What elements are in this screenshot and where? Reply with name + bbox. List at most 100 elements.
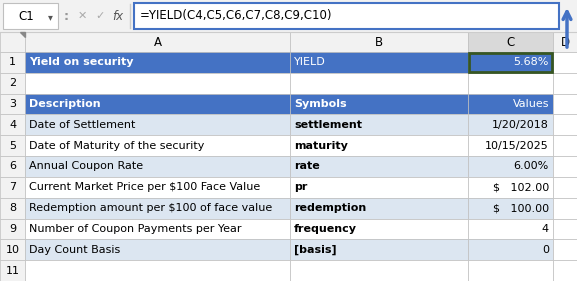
- Text: 11: 11: [6, 266, 20, 276]
- Text: 8: 8: [9, 203, 16, 213]
- Bar: [3, 3, 58, 29]
- Bar: [290, 52, 468, 73]
- Text: C: C: [507, 35, 515, 49]
- Bar: [25, 135, 290, 156]
- Text: 3: 3: [9, 99, 16, 109]
- Text: 6: 6: [9, 162, 16, 171]
- Bar: [290, 239, 468, 260]
- Bar: [0, 32, 577, 52]
- Bar: [25, 177, 290, 198]
- Bar: [290, 177, 468, 198]
- Bar: [468, 198, 553, 219]
- Bar: [468, 73, 553, 94]
- Text: ✕: ✕: [77, 11, 87, 21]
- Bar: [553, 260, 577, 281]
- Text: $   102.00: $ 102.00: [493, 182, 549, 192]
- Bar: [290, 135, 468, 156]
- Bar: [25, 219, 290, 239]
- Text: 4: 4: [542, 224, 549, 234]
- Text: rate: rate: [294, 162, 320, 171]
- Text: 10: 10: [6, 245, 20, 255]
- Bar: [468, 135, 553, 156]
- Text: pr: pr: [294, 182, 308, 192]
- Text: 1/20/2018: 1/20/2018: [492, 120, 549, 130]
- Text: redemption: redemption: [294, 203, 366, 213]
- Text: Date of Maturity of the security: Date of Maturity of the security: [29, 141, 204, 151]
- Text: C1: C1: [18, 10, 34, 22]
- Bar: [0, 260, 25, 281]
- Bar: [468, 260, 553, 281]
- Bar: [468, 52, 553, 73]
- Text: Current Market Price per $100 Face Value: Current Market Price per $100 Face Value: [29, 182, 260, 192]
- Bar: [0, 198, 25, 219]
- Bar: [0, 52, 25, 73]
- Bar: [468, 177, 553, 198]
- Text: fx: fx: [113, 10, 123, 22]
- Text: 7: 7: [9, 182, 16, 192]
- Bar: [553, 32, 577, 52]
- Bar: [25, 94, 290, 114]
- Bar: [553, 156, 577, 177]
- Text: Redemption amount per $100 of face value: Redemption amount per $100 of face value: [29, 203, 272, 213]
- Bar: [25, 260, 290, 281]
- Bar: [0, 219, 25, 239]
- Text: 2: 2: [9, 78, 16, 88]
- Bar: [468, 32, 553, 52]
- Bar: [553, 94, 577, 114]
- Bar: [25, 32, 290, 52]
- Text: B: B: [375, 35, 383, 49]
- Bar: [25, 239, 290, 260]
- Bar: [0, 0, 577, 32]
- Bar: [290, 219, 468, 239]
- Bar: [25, 73, 290, 94]
- Text: 1: 1: [9, 57, 16, 67]
- Bar: [553, 114, 577, 135]
- Text: Symbols: Symbols: [294, 99, 347, 109]
- Text: 5: 5: [9, 141, 16, 151]
- Bar: [0, 114, 25, 135]
- Text: A: A: [153, 35, 162, 49]
- Text: $   100.00: $ 100.00: [493, 203, 549, 213]
- Bar: [553, 135, 577, 156]
- Bar: [0, 73, 25, 94]
- Text: ▾: ▾: [47, 12, 53, 22]
- Text: Day Count Basis: Day Count Basis: [29, 245, 120, 255]
- Polygon shape: [20, 32, 25, 37]
- Bar: [25, 198, 290, 219]
- Text: [basis]: [basis]: [294, 245, 336, 255]
- Text: :: :: [63, 10, 69, 22]
- Bar: [553, 177, 577, 198]
- Bar: [290, 156, 468, 177]
- Bar: [25, 156, 290, 177]
- Text: 0: 0: [542, 245, 549, 255]
- Bar: [0, 32, 25, 52]
- Text: Values: Values: [512, 99, 549, 109]
- Bar: [468, 94, 553, 114]
- Bar: [468, 219, 553, 239]
- Bar: [0, 239, 25, 260]
- Text: 5.68%: 5.68%: [514, 57, 549, 67]
- Text: D: D: [560, 35, 569, 49]
- Bar: [134, 3, 559, 29]
- Bar: [290, 32, 468, 52]
- Bar: [290, 198, 468, 219]
- Text: Yield on security: Yield on security: [29, 57, 133, 67]
- Text: 4: 4: [9, 120, 16, 130]
- Bar: [25, 52, 290, 73]
- Text: maturity: maturity: [294, 141, 348, 151]
- Text: YIELD: YIELD: [294, 57, 326, 67]
- Bar: [0, 156, 25, 177]
- Text: ✓: ✓: [95, 11, 104, 21]
- Bar: [0, 94, 25, 114]
- Bar: [290, 94, 468, 114]
- Bar: [468, 239, 553, 260]
- Text: Description: Description: [29, 99, 100, 109]
- Text: 9: 9: [9, 224, 16, 234]
- Text: Annual Coupon Rate: Annual Coupon Rate: [29, 162, 143, 171]
- Bar: [290, 260, 468, 281]
- Bar: [468, 156, 553, 177]
- Bar: [469, 53, 552, 72]
- Bar: [290, 114, 468, 135]
- Text: 6.00%: 6.00%: [514, 162, 549, 171]
- Text: settlement: settlement: [294, 120, 362, 130]
